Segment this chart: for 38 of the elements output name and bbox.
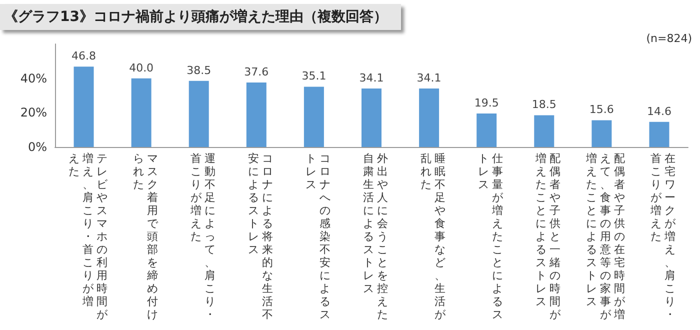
category-label: コロナによる将来的な生活不安によるストレス xyxy=(248,152,273,321)
y-tick-label: 0% xyxy=(28,140,47,154)
data-label: 34.1 xyxy=(416,71,442,84)
data-label: 18.5 xyxy=(532,98,556,112)
data-label: 46.8 xyxy=(72,50,96,63)
y-tick-label: 40% xyxy=(20,71,47,86)
data-label: 15.6 xyxy=(589,103,614,116)
bar xyxy=(74,66,94,147)
data-label: 38.5 xyxy=(186,64,212,77)
bar xyxy=(649,122,670,147)
category-label: 配偶者や子供の在宅時間が増えて、食事の用意等の家事が増えたことによるストレス xyxy=(586,152,626,321)
category-label: 配偶者や子供と一緒の時間が増えたことによるストレス xyxy=(536,152,561,321)
data-label: 34.1 xyxy=(359,71,384,84)
category-label: コロナへの感染不安によるストレス xyxy=(305,152,330,321)
bar xyxy=(534,115,554,147)
bar xyxy=(304,86,324,147)
category-label: マスク着用で頭部を締め付けられた xyxy=(132,152,158,321)
category-label: 外出や人に会うことを控えた自粛生活によるストレス xyxy=(363,152,388,321)
bar xyxy=(419,88,440,147)
chart-title: 《グラフ13》コロナ禍前より頭痛が増えた理由（複数回答） xyxy=(0,4,402,30)
data-label: 37.6 xyxy=(244,65,269,78)
category-label: 運動不足によって、肩こり・首こりが増えた xyxy=(190,152,216,321)
category-label: 仕事量が増えたことによるストレス xyxy=(478,152,504,321)
annotation: (n=824) xyxy=(646,32,692,45)
bar xyxy=(476,114,497,147)
data-label: 14.6 xyxy=(646,104,672,118)
data-label: 19.5 xyxy=(474,96,499,110)
bar xyxy=(246,82,266,147)
data-label: 35.1 xyxy=(302,70,326,83)
category-label: テレビやスマホの利用時間が増え、肩こり・首こりが増えた xyxy=(68,152,108,321)
data-label: 40.0 xyxy=(129,61,154,74)
category-label: 睡眠不足や食事など、生活が乱れた xyxy=(420,152,446,321)
bar xyxy=(592,120,612,147)
bar xyxy=(188,80,209,147)
category-label: 在宅ワークが増え、肩こり・首こりが増えた xyxy=(650,152,676,321)
bar xyxy=(131,78,152,147)
y-tick-label: 20% xyxy=(20,106,47,120)
bar xyxy=(362,88,382,147)
